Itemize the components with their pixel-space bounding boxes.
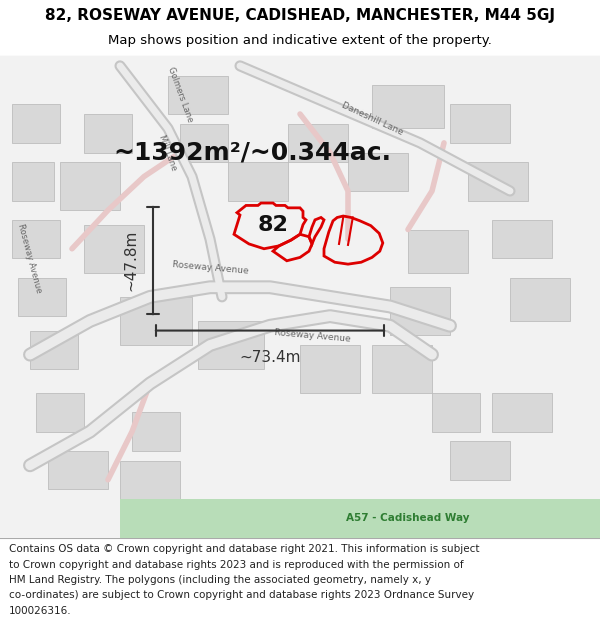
Polygon shape <box>12 220 60 258</box>
Polygon shape <box>120 461 180 499</box>
Polygon shape <box>492 393 552 432</box>
Polygon shape <box>180 124 228 162</box>
Polygon shape <box>84 224 144 272</box>
Polygon shape <box>228 162 288 201</box>
Polygon shape <box>492 220 552 258</box>
Polygon shape <box>408 229 468 272</box>
Polygon shape <box>372 345 432 393</box>
Text: Roseway Avenue: Roseway Avenue <box>274 328 350 343</box>
Text: A57 - Cadishead Way: A57 - Cadishead Way <box>346 513 470 523</box>
Polygon shape <box>372 85 444 129</box>
Text: ~1392m²/~0.344ac.: ~1392m²/~0.344ac. <box>113 141 391 164</box>
Polygon shape <box>390 288 450 336</box>
Text: Daneshill Lane: Daneshill Lane <box>340 101 404 137</box>
Polygon shape <box>450 441 510 480</box>
Polygon shape <box>120 297 192 345</box>
Text: 82: 82 <box>257 214 289 234</box>
Text: Golmers Lane: Golmers Lane <box>166 66 194 124</box>
Polygon shape <box>132 412 180 451</box>
Text: 100026316.: 100026316. <box>9 606 71 616</box>
Text: Roseway Avenue: Roseway Avenue <box>172 260 248 276</box>
Polygon shape <box>288 124 348 162</box>
Polygon shape <box>468 162 528 201</box>
Polygon shape <box>510 278 570 321</box>
Polygon shape <box>48 451 108 489</box>
Polygon shape <box>12 104 60 143</box>
Text: ~73.4m: ~73.4m <box>239 350 301 365</box>
Text: Roseway Avenue: Roseway Avenue <box>16 222 44 294</box>
Polygon shape <box>12 162 54 201</box>
Polygon shape <box>84 114 132 152</box>
Text: to Crown copyright and database rights 2023 and is reproduced with the permissio: to Crown copyright and database rights 2… <box>9 560 464 570</box>
Polygon shape <box>30 331 78 369</box>
Polygon shape <box>168 76 228 114</box>
Polygon shape <box>198 321 264 369</box>
Polygon shape <box>36 393 84 432</box>
Polygon shape <box>348 152 408 191</box>
Text: HM Land Registry. The polygons (including the associated geometry, namely x, y: HM Land Registry. The polygons (includin… <box>9 575 431 585</box>
Text: Contains OS data © Crown copyright and database right 2021. This information is : Contains OS data © Crown copyright and d… <box>9 544 479 554</box>
Text: co-ordinates) are subject to Crown copyright and database rights 2023 Ordnance S: co-ordinates) are subject to Crown copyr… <box>9 591 474 601</box>
Text: Mill Lane: Mill Lane <box>157 133 179 172</box>
Polygon shape <box>450 104 510 143</box>
Polygon shape <box>18 278 66 316</box>
Polygon shape <box>60 162 120 210</box>
Text: ~47.8m: ~47.8m <box>123 230 138 291</box>
Polygon shape <box>300 345 360 393</box>
Text: Map shows position and indicative extent of the property.: Map shows position and indicative extent… <box>108 34 492 47</box>
Text: 82, ROSEWAY AVENUE, CADISHEAD, MANCHESTER, M44 5GJ: 82, ROSEWAY AVENUE, CADISHEAD, MANCHESTE… <box>45 8 555 23</box>
Polygon shape <box>120 499 600 538</box>
Polygon shape <box>432 393 480 432</box>
